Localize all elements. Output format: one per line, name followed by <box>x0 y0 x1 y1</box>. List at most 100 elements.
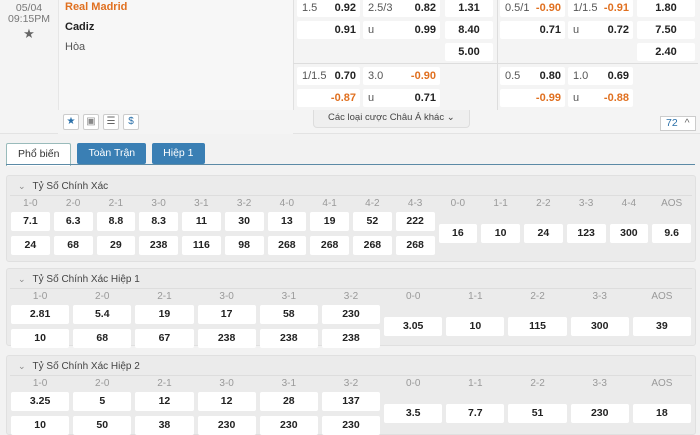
odds-cell[interactable]: 29 <box>96 236 136 255</box>
odds-cell[interactable]: 115 <box>508 317 567 336</box>
odds-cell[interactable]: 3.0 -0.90 <box>363 67 440 85</box>
section-header[interactable]: ⌄ Tỷ Số Chính Xác Hiệp 1 <box>10 269 692 289</box>
odds-cell[interactable]: 0.5 0.80 <box>500 67 565 85</box>
odds-cell[interactable]: 1/1.5 -0.91 <box>568 0 633 17</box>
odds-cell[interactable]: 1.5 0.92 <box>297 0 360 17</box>
odds-cell[interactable]: 230 <box>197 416 256 435</box>
tab-full-match[interactable]: Toàn Trận <box>77 143 147 164</box>
odds-cell[interactable]: 8.8 <box>96 212 136 231</box>
odds-cell[interactable]: 230 <box>321 416 381 435</box>
odds-cell[interactable]: 230 <box>570 404 629 423</box>
odds-cell[interactable]: 28 <box>259 392 318 411</box>
odds-cell[interactable]: 5.00 <box>445 43 493 61</box>
tab-popular[interactable]: Phổ biến <box>6 143 72 166</box>
odds-cell[interactable]: 7.50 <box>637 21 695 39</box>
away-team[interactable]: Cadiz <box>65 21 95 33</box>
odds-cell[interactable]: u -0.88 <box>568 89 633 107</box>
odds-cell[interactable]: u 0.72 <box>568 21 633 39</box>
section-header[interactable]: ⌄ Tỷ Số Chính Xác <box>10 176 692 196</box>
odds-cell[interactable]: -0.99 <box>500 89 565 107</box>
odds-cell[interactable]: 68 <box>53 236 93 255</box>
odds-cell[interactable]: 5 <box>73 392 132 411</box>
odds-cell[interactable]: 13 <box>267 212 307 231</box>
tab-first-half[interactable]: Hiệp 1 <box>152 143 205 164</box>
odds-cell[interactable]: 230 <box>259 416 318 435</box>
odds-cell[interactable]: 116 <box>182 236 221 255</box>
odds-cell[interactable]: 50 <box>73 416 132 435</box>
odds-cell[interactable]: 222 <box>395 212 435 231</box>
odds-cell[interactable]: 300 <box>609 224 649 243</box>
favorite-star-icon[interactable]: ★ <box>23 26 35 41</box>
odds-cell[interactable]: 0.91 <box>297 21 360 39</box>
odds-cell[interactable]: -0.87 <box>297 89 360 107</box>
star-icon[interactable]: ★ <box>63 114 79 130</box>
home-team[interactable]: Real Madrid <box>65 1 128 13</box>
odds-cell[interactable]: 0.5/1 -0.90 <box>500 0 565 17</box>
odds-cell[interactable]: 123 <box>566 224 606 243</box>
odds-cell[interactable]: 6.3 <box>53 212 93 231</box>
odds-cell[interactable]: 98 <box>224 236 264 255</box>
odds-cell[interactable]: 12 <box>135 392 194 411</box>
odds-cell[interactable]: 268 <box>395 236 435 255</box>
odds-cell[interactable]: 39 <box>632 317 691 336</box>
jersey-icon[interactable]: ▣ <box>83 114 99 130</box>
odds-cell[interactable]: 5.4 <box>73 305 132 324</box>
market-count-button[interactable]: 72 ^ <box>660 116 696 131</box>
odds-cell[interactable]: 230 <box>321 305 381 324</box>
odds-cell[interactable]: 52 <box>353 212 392 231</box>
odds-cell[interactable]: 3.5 <box>384 404 443 423</box>
odds-cell[interactable]: 18 <box>632 404 691 423</box>
odds-cell[interactable]: 17 <box>197 305 256 324</box>
odds-cell[interactable]: 0.71 <box>500 21 565 39</box>
odds-cell[interactable]: 3.05 <box>384 317 443 336</box>
odds-cell[interactable]: 3.25 <box>11 392 70 411</box>
odds-cell[interactable]: 58 <box>259 305 318 324</box>
odds-cell[interactable]: 1.80 <box>637 0 695 17</box>
odds-cell[interactable]: 10 <box>446 317 505 336</box>
chevron-down-icon[interactable]: ⌄ <box>18 274 26 284</box>
odds-cell[interactable]: 9.6 <box>652 224 691 243</box>
odds-cell[interactable]: 238 <box>259 329 318 348</box>
odds-cell[interactable]: 2.5/3 0.82 <box>363 0 440 17</box>
chevron-down-icon[interactable]: ⌄ <box>18 361 26 371</box>
odds-cell[interactable]: 67 <box>135 329 194 348</box>
list-icon[interactable]: ☰ <box>103 114 119 130</box>
odds-cell[interactable]: 8.40 <box>445 21 493 39</box>
chevron-down-icon[interactable]: ⌄ <box>18 181 26 191</box>
odds-cell[interactable]: 7.1 <box>11 212 50 231</box>
odds-cell[interactable]: u 0.71 <box>363 89 440 107</box>
odds-cell[interactable]: 238 <box>139 236 178 255</box>
odds-cell[interactable]: 268 <box>310 236 349 255</box>
odds-cell[interactable]: 11 <box>182 212 221 231</box>
odds-cell[interactable]: 2.81 <box>11 305 70 324</box>
odds-cell[interactable]: 68 <box>73 329 132 348</box>
odds-cell[interactable]: 38 <box>135 416 194 435</box>
section-header[interactable]: ⌄ Tỷ Số Chính Xác Hiệp 2 <box>10 356 692 376</box>
odds-cell[interactable]: 19 <box>135 305 194 324</box>
odds-cell[interactable]: 19 <box>310 212 349 231</box>
dollar-icon[interactable]: $ <box>123 114 139 130</box>
odds-cell[interactable]: 238 <box>321 329 381 348</box>
odds-cell[interactable]: u 0.99 <box>363 21 440 39</box>
odds-cell[interactable]: 7.7 <box>446 404 505 423</box>
odds-cell[interactable]: 137 <box>321 392 381 411</box>
odds-cell[interactable]: 12 <box>197 392 256 411</box>
odds-cell[interactable]: 51 <box>508 404 567 423</box>
odds-cell[interactable]: 300 <box>570 317 629 336</box>
odds-cell[interactable]: 8.3 <box>139 212 178 231</box>
more-asian-bets-dropdown[interactable]: Các loại cược Châu Á khác ⌄ <box>313 110 470 128</box>
odds-cell[interactable]: 268 <box>353 236 392 255</box>
odds-cell[interactable]: 10 <box>11 416 70 435</box>
odds-cell[interactable]: 1.0 0.69 <box>568 67 633 85</box>
odds-cell[interactable]: 268 <box>267 236 307 255</box>
odds-cell[interactable]: 30 <box>224 212 264 231</box>
odds-cell[interactable]: 2.40 <box>637 43 695 61</box>
odds-cell[interactable]: 24 <box>11 236 50 255</box>
odds-cell[interactable]: 10 <box>481 224 520 243</box>
odds-cell[interactable]: 16 <box>438 224 478 243</box>
odds-cell[interactable]: 238 <box>197 329 256 348</box>
odds-cell[interactable]: 1/1.5 0.70 <box>297 67 360 85</box>
odds-cell[interactable]: 1.31 <box>445 0 493 17</box>
odds-cell[interactable]: 10 <box>11 329 70 348</box>
odds-cell[interactable]: 24 <box>524 224 563 243</box>
